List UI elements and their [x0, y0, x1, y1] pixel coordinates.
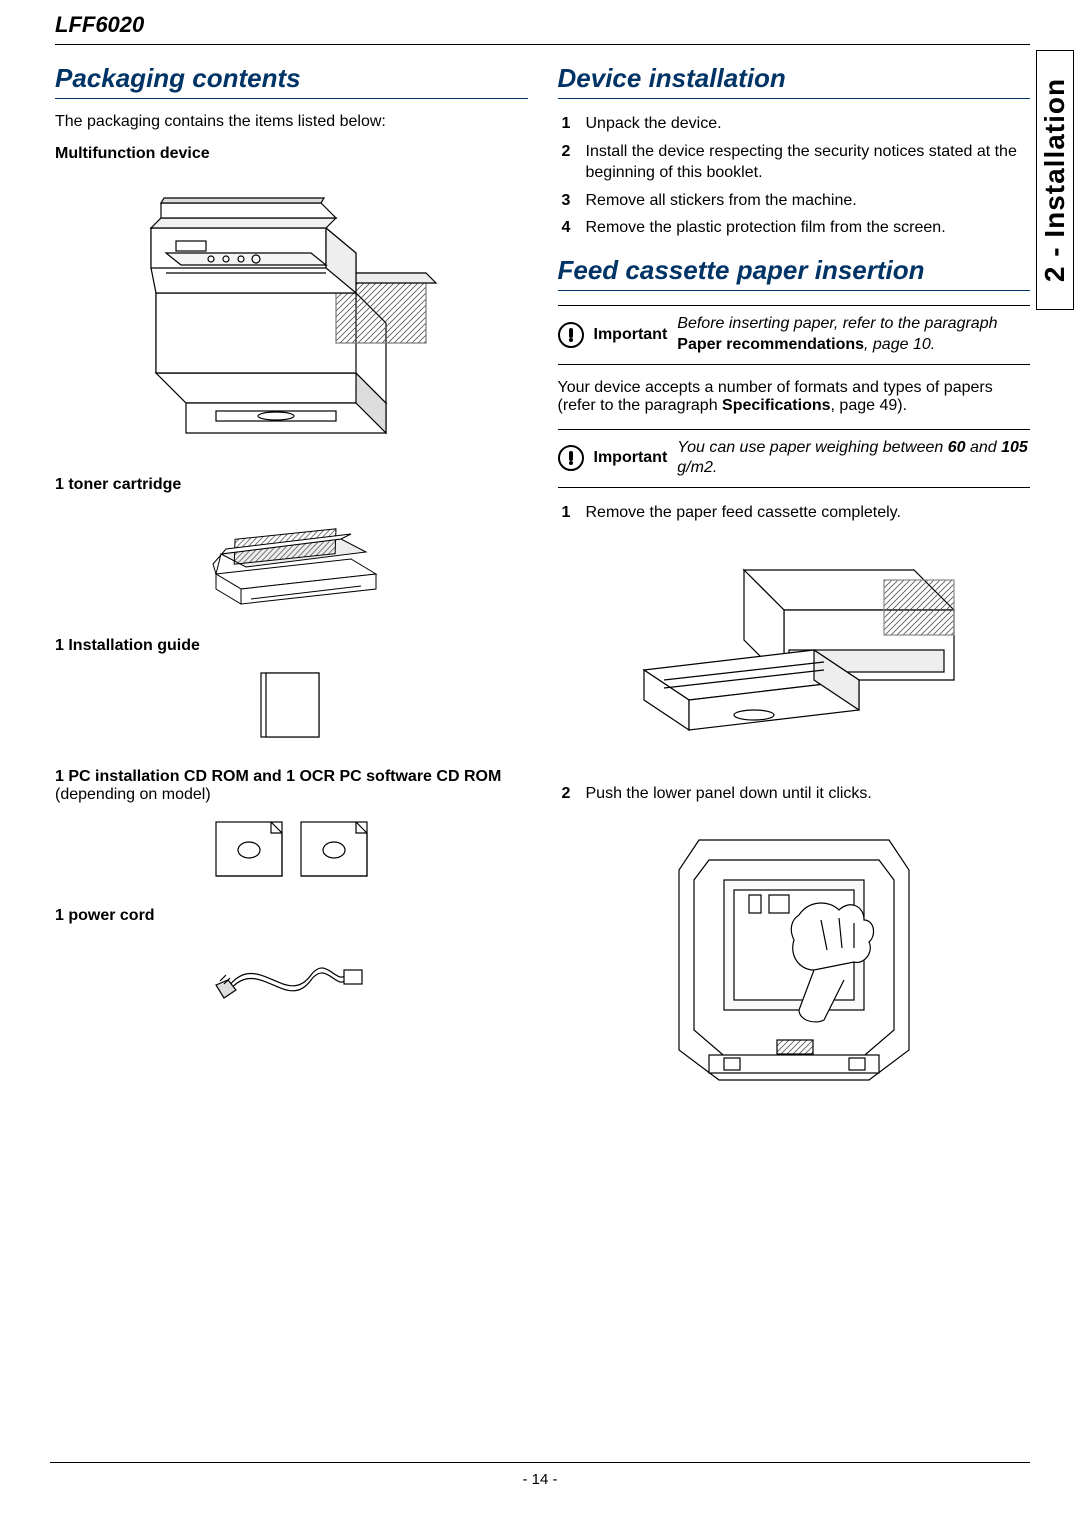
- important-icon: [558, 322, 584, 348]
- side-tab-text: 2 - Installation: [1039, 78, 1071, 282]
- install-step-4: Remove the plastic protection film from …: [586, 217, 1031, 239]
- right-column: Device installation Unpack the device. I…: [558, 63, 1031, 1123]
- page-footer: - 14 -: [50, 1462, 1030, 1488]
- section-device-installation: Device installation: [558, 63, 1031, 99]
- install-steps: Unpack the device. Install the device re…: [558, 113, 1031, 239]
- important-label-2: Important: [594, 449, 668, 467]
- install-step-2: Install the device respecting the securi…: [586, 141, 1031, 184]
- item-cdrom: 1 PC installation CD ROM and 1 OCR PC so…: [55, 768, 528, 804]
- section-feed-cassette: Feed cassette paper insertion: [558, 255, 1031, 291]
- figure-guide: [55, 665, 528, 750]
- item-power-cord: 1 power cord: [55, 907, 528, 925]
- figure-cds: [55, 814, 528, 889]
- section-packaging-contents: Packaging contents: [55, 63, 528, 99]
- important-box-2: Important You can use paper weighing bet…: [558, 429, 1031, 489]
- cassette-step-2: Push the lower panel down until it click…: [586, 783, 1031, 805]
- figure-remove-cassette: [558, 540, 1031, 765]
- item-cdrom-bold: 1 PC installation CD ROM and 1 OCR PC so…: [55, 768, 501, 785]
- cassette-steps-b: Push the lower panel down until it click…: [558, 783, 1031, 805]
- cassette-step-1: Remove the paper feed cassette completel…: [586, 502, 1031, 524]
- important-text-2: You can use paper weighing between 60 an…: [677, 438, 1030, 480]
- important-box-1: Important Before inserting paper, refer …: [558, 305, 1031, 365]
- cassette-steps-a: Remove the paper feed cassette completel…: [558, 502, 1031, 524]
- page-header: LFF6020: [55, 0, 1030, 45]
- install-step-3: Remove all stickers from the machine.: [586, 190, 1031, 212]
- figure-printer: [55, 173, 528, 458]
- item-install-guide: 1 Installation guide: [55, 637, 528, 655]
- item-toner: 1 toner cartridge: [55, 476, 528, 494]
- chapter-side-tab: 2 - Installation: [1036, 50, 1074, 310]
- figure-cord: [55, 935, 528, 1020]
- important-icon: [558, 445, 584, 471]
- important-text-1: Before inserting paper, refer to the par…: [677, 314, 1030, 356]
- install-step-1: Unpack the device.: [586, 113, 1031, 135]
- figure-toner: [55, 504, 528, 619]
- item-cdrom-plain: (depending on model): [55, 786, 211, 803]
- important-label-1: Important: [594, 326, 668, 344]
- packaging-intro: The packaging contains the items listed …: [55, 113, 528, 131]
- formats-paragraph: Your device accepts a number of formats …: [558, 379, 1031, 415]
- left-column: Packaging contents The packaging contain…: [55, 63, 528, 1123]
- item-multifunction-device: Multifunction device: [55, 145, 528, 163]
- figure-push-panel: [558, 820, 1031, 1105]
